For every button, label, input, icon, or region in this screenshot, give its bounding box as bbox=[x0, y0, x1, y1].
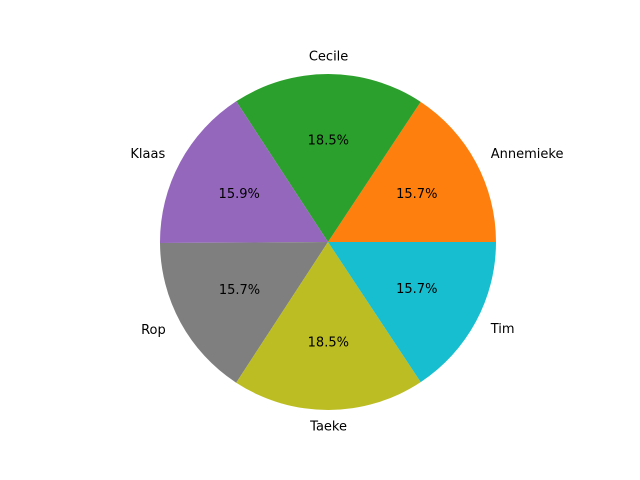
slice-percent-cecile: 18.5% bbox=[308, 134, 349, 149]
slice-percent-taeke: 18.5% bbox=[308, 335, 349, 350]
slice-label-taeke: Taeke bbox=[309, 419, 347, 434]
pie-slice-tim bbox=[328, 242, 496, 383]
pie-slice-cecile bbox=[236, 73, 421, 242]
slice-label-rop: Rop bbox=[141, 323, 166, 338]
slices-layer bbox=[159, 73, 496, 410]
slice-label-klaas: Klaas bbox=[130, 147, 165, 162]
slice-percent-rop: 15.7% bbox=[219, 283, 260, 298]
pie-slice-taeke bbox=[236, 242, 421, 410]
slice-percent-klaas: 15.9% bbox=[219, 187, 260, 202]
slice-label-annemieke: Annemieke bbox=[491, 147, 564, 162]
slice-percent-annemieke: 15.7% bbox=[396, 187, 437, 202]
slice-label-tim: Tim bbox=[490, 322, 515, 337]
slice-percent-tim: 15.7% bbox=[396, 282, 437, 297]
pie-slice-annemieke bbox=[328, 101, 496, 243]
pie-slice-klaas bbox=[159, 101, 328, 244]
slice-label-cecile: Cecile bbox=[309, 50, 348, 65]
labels-layer: Annemieke 15.7% Cecile 18.5% Klaas 15.9% Rop 15… bbox=[130, 50, 563, 435]
pie-slice-rop bbox=[160, 242, 328, 383]
